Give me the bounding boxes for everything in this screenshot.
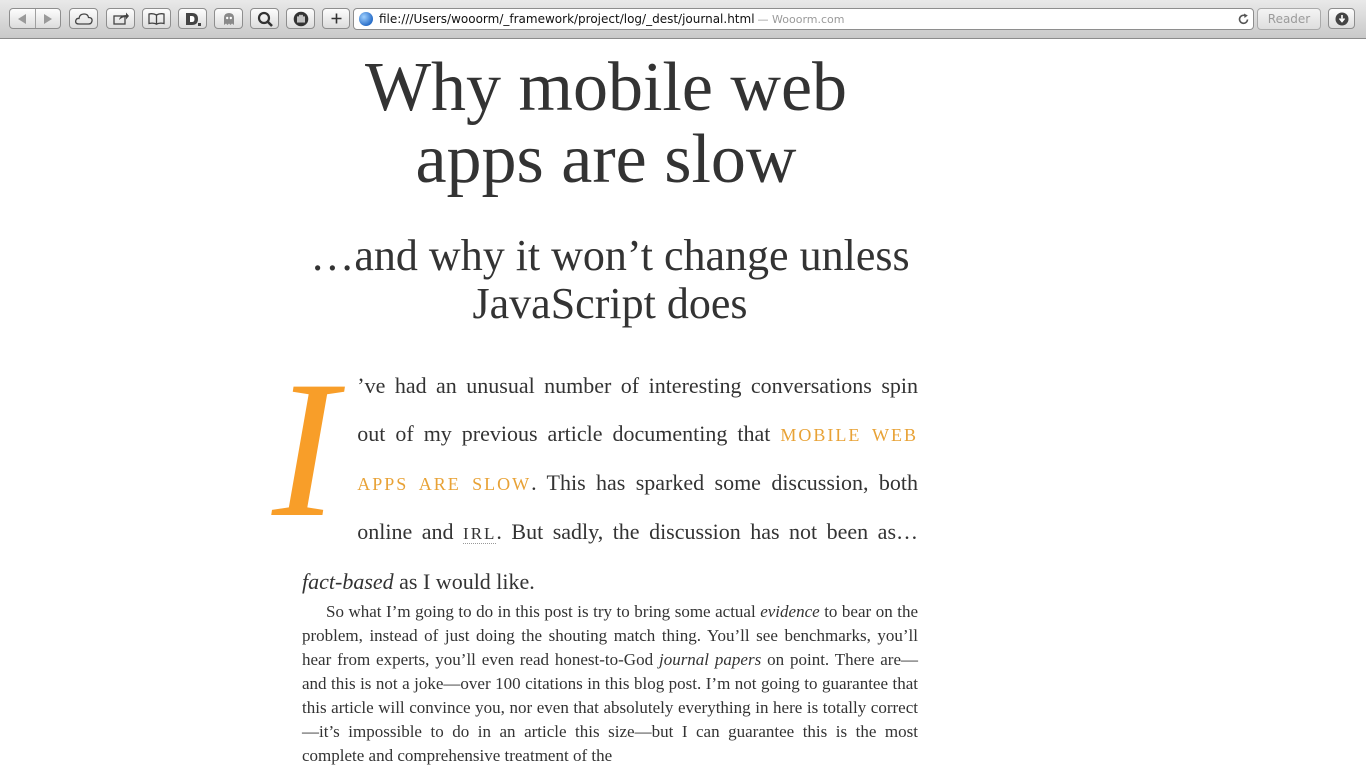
hand-extension-icon: [293, 11, 308, 26]
previous-article-link[interactable]: mobile web apps are slow: [357, 425, 918, 494]
address-site-title: — Wooorm.com: [757, 12, 845, 26]
add-tab-icon: [331, 13, 341, 24]
reader-button[interactable]: Reader: [1257, 8, 1321, 30]
body-emphasis-journal-papers: journal papers: [658, 650, 762, 669]
body-paragraph: So what I’m going to do in this post is …: [302, 600, 918, 768]
downloads-icon: [1335, 12, 1348, 25]
forward-button[interactable]: [34, 9, 61, 28]
body-text-1: So what I’m going to do in this post is …: [326, 602, 761, 621]
lead-paragraph: I’ve had an unusual number of interestin…: [272, 352, 918, 606]
back-button[interactable]: [10, 9, 35, 28]
article-subtitle: …and why it won’t change unless JavaScri…: [310, 231, 910, 328]
zoom-extension-button[interactable]: [250, 8, 279, 29]
reload-button[interactable]: [1236, 12, 1250, 26]
address-url[interactable]: file:///Users/wooorm/_framework/project/…: [379, 12, 755, 26]
back-forward-group: [9, 8, 61, 29]
irl-abbreviation: IRL: [463, 524, 497, 544]
downloads-button[interactable]: [1328, 8, 1355, 29]
d-extension-icon: [185, 12, 201, 26]
icloud-tabs-button[interactable]: [69, 8, 98, 29]
share-button[interactable]: [106, 8, 135, 29]
address-bar[interactable]: file:///Users/wooorm/_framework/project/…: [353, 8, 1254, 30]
cloud-icon: [74, 12, 93, 25]
hand-extension-button[interactable]: [286, 8, 315, 29]
article-page: Why mobile web apps are slow …and why it…: [0, 40, 1366, 768]
body-text-3: on point. There are—and this is not a jo…: [302, 650, 919, 765]
back-icon: [17, 13, 26, 24]
lead-text-2: . This has sparked some discussion, both…: [357, 470, 918, 544]
dropcap-letter: I: [272, 341, 338, 558]
browser-toolbar: file:///Users/wooorm/_framework/project/…: [0, 0, 1366, 39]
reload-icon: [1238, 13, 1248, 25]
share-icon: [112, 12, 129, 25]
body-text-2: to bear on the problem, instead of just …: [302, 602, 918, 669]
bookmarks-button[interactable]: [142, 8, 171, 29]
forward-icon: [44, 13, 53, 24]
article-title: Why mobile web apps are slow: [364, 49, 848, 198]
lead-text-4: as I would like.: [393, 569, 535, 594]
lead-text-3: . But sadly, the discussion has not been…: [496, 519, 918, 544]
ghost-extension-icon: [223, 12, 234, 25]
zoom-extension-icon: [257, 11, 273, 27]
ghost-extension-button[interactable]: [214, 8, 243, 29]
body-emphasis-evidence: evidence: [760, 602, 820, 621]
lead-emphasis: fact-based: [302, 569, 394, 594]
new-tab-button[interactable]: [322, 8, 350, 29]
globe-icon: [359, 12, 373, 26]
lead-text-1: ’ve had an unusual number of interesting…: [357, 373, 918, 446]
d-extension-button[interactable]: [178, 8, 207, 29]
bookmarks-icon: [148, 12, 165, 25]
